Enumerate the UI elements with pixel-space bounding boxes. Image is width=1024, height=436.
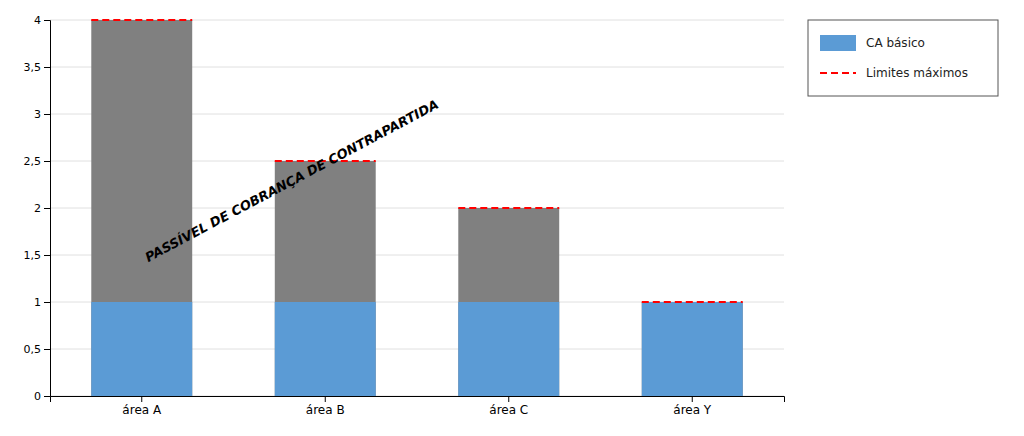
tick: área B (306, 396, 345, 417)
bar (275, 161, 376, 396)
tick-label: 1 (34, 296, 41, 309)
tick-mark (44, 67, 50, 68)
tick-mark (44, 349, 50, 350)
x-axis: área A área B área C área Y (51, 396, 785, 417)
y-axis: 0 0,5 1 1,5 2 2,5 3 3,5 4 (24, 14, 51, 403)
tick-mark (44, 114, 50, 115)
tick-mark (44, 255, 50, 256)
annotation: PASSÍVEL DE COBRANÇA DE CONTRAPARTIDA (143, 97, 441, 265)
marks (91, 20, 742, 396)
tick: 4 (34, 14, 50, 27)
tick-mark (44, 302, 50, 303)
axis-line (51, 397, 785, 403)
tick-label: 1,5 (24, 249, 42, 262)
grid-line (50, 20, 784, 21)
tick-mark (44, 396, 50, 397)
tick: 1,5 (24, 249, 51, 262)
legend-label: Limites máximos (866, 66, 968, 80)
legend-label: CA básico (866, 36, 925, 50)
tick-mark (44, 208, 50, 209)
legend: CA básico Limites máximos (808, 20, 998, 96)
tick: 2,5 (24, 155, 51, 168)
limit-dash (642, 301, 743, 303)
axis-line (44, 21, 51, 397)
tick-mark (44, 161, 50, 162)
limit-dash (91, 19, 192, 21)
bar (275, 302, 376, 396)
tick-label: área A (122, 403, 162, 417)
legend-swatch (820, 35, 856, 51)
series (91, 20, 742, 302)
tick-label: área C (489, 403, 528, 417)
tick: 0,5 (24, 343, 51, 356)
series (91, 20, 742, 396)
tick-label: 0,5 (24, 343, 42, 356)
tick-label: 3 (34, 108, 41, 121)
legend-frame (808, 20, 998, 96)
tick: 0 (34, 390, 50, 403)
bar (91, 302, 192, 396)
bar (642, 302, 743, 396)
tick-label: 4 (34, 14, 41, 27)
tick-mark (508, 396, 509, 402)
tick-label: 3,5 (24, 61, 42, 74)
tick: 2 (34, 202, 50, 215)
tick-mark (325, 396, 326, 402)
tick: 3,5 (24, 61, 51, 74)
legend-swatch (820, 72, 856, 74)
grid (50, 20, 784, 396)
tick-label: área Y (673, 403, 712, 417)
bar (642, 302, 743, 396)
tick: área Y (673, 396, 712, 417)
tick: área A (122, 396, 162, 417)
tick-label: 0 (34, 390, 41, 403)
tick-mark (44, 20, 50, 21)
bar (458, 302, 559, 396)
tick-label: 2 (34, 202, 41, 215)
tick-mark (141, 396, 142, 402)
plot: 00,511,522,533,54área Aárea Bárea Cárea … (24, 14, 785, 417)
tick: 1 (34, 296, 50, 309)
limit-dash (458, 207, 559, 209)
tick: área C (489, 396, 528, 417)
tick-mark (692, 396, 693, 402)
tick-label: área B (306, 403, 345, 417)
bar (458, 208, 559, 396)
tick: 3 (34, 108, 50, 121)
tick-label: 2,5 (24, 155, 42, 168)
chart: 00,511,522,533,54área Aárea Bárea Cárea … (0, 0, 1024, 436)
series (91, 302, 742, 396)
bar (91, 20, 192, 396)
